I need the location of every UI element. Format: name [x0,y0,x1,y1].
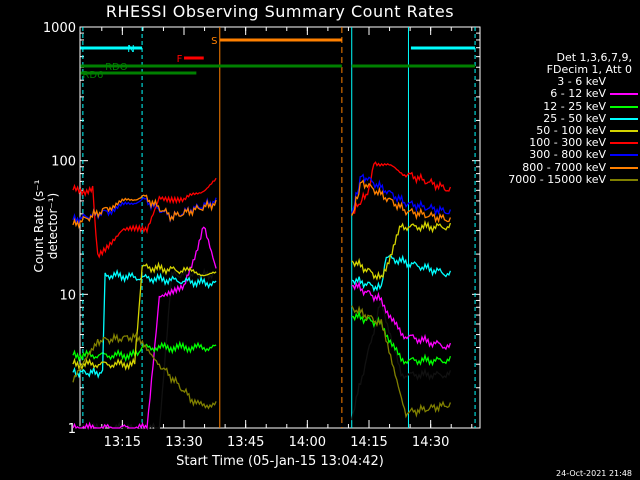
series-line-3 [351,254,452,293]
legend-swatch [610,178,638,181]
flag-label-n: N [127,44,134,55]
y-tick-label: 100 [51,155,76,170]
y-tick-label: 1000 [43,21,76,36]
flag-label-s: S [211,36,217,47]
legend-swatch [610,154,638,157]
series-line-7 [351,179,452,224]
legend-swatch [610,117,638,120]
series-line-4 [72,261,217,372]
legend-entry: 6 - 12 keV [484,88,638,100]
series-line-8 [351,305,452,419]
legend-label: 25 - 50 keV [543,111,606,125]
legend-label: 7000 - 15000 keV [508,172,606,186]
x-tick-label: 14:00 [289,435,326,450]
legend-swatch [610,81,638,84]
legend-swatch [610,130,638,133]
legend-entry: 7000 - 15000 keV [484,172,638,186]
plot-frame [79,26,481,429]
legend-entry: 3 - 6 keV [484,76,638,88]
legend-entry: 12 - 25 keV [484,99,638,113]
y-tick-label: 1 [68,422,76,437]
flag-label-rdo: RDO [105,62,128,73]
x-tick-label: 13:30 [165,435,202,450]
x-tick-label: 14:15 [350,435,387,450]
legend-swatch [610,105,638,108]
footer-timestamp: 24-Oct-2021 21:48 [556,469,632,478]
x-tick-label: 13:45 [227,435,264,450]
legend-label: 300 - 800 keV [529,148,606,162]
series-line-6 [351,173,452,217]
series-line-5 [351,161,452,215]
series-line-3 [72,268,217,379]
legend-header-line-1: Det 1,3,6,7,9, [556,51,632,64]
series-line-1 [72,226,217,430]
legend-label: 12 - 25 keV [543,99,606,113]
legend-label: 800 - 7000 keV [522,160,606,174]
legend-entry: 50 - 100 keV [484,123,638,137]
y-tick-label: 10 [59,288,76,303]
series-line-0 [351,298,452,421]
series-line-8 [72,332,217,410]
legend-header-line-2: FDecim 1, Att 0 [546,63,632,77]
series-line-1 [351,280,452,351]
legend-label: 6 - 12 keV [550,87,606,101]
legend-swatch [610,166,638,169]
x-tick-label: 14:30 [412,435,449,450]
legend-label: 3 - 6 keV [557,75,606,89]
legend: Det 1,3,6,7,9, FDecim 1, Att 0 3 - 6 keV… [484,51,638,186]
legend-swatch [610,93,638,96]
x-tick-label: 13:15 [104,435,141,450]
legend-entry: 100 - 300 keV [484,137,638,149]
legend-label: 100 - 300 keV [529,136,606,150]
series-line-4 [351,219,452,281]
series-line-2 [351,309,452,367]
series-line-2 [72,340,217,363]
y-axis-label: Count Rate (s⁻¹ detector⁻¹) [32,179,60,273]
flag-label-f: F [177,54,183,65]
series-line-0 [72,267,217,430]
legend-entry: 25 - 50 keV [484,111,638,125]
x-axis-label: Start Time (05-Jan-15 13:04:42) [176,454,384,469]
flag-label-rd6: RD6 [82,70,103,81]
legend-swatch [610,142,638,145]
series-line-7 [72,194,217,230]
chart-title: RHESSI Observing Summary Count Rates [105,2,455,21]
legend-label: 50 - 100 keV [536,123,606,137]
legend-entry: 800 - 7000 keV [484,160,638,174]
legend-entry: 300 - 800 keV [484,149,638,161]
series-line-5 [72,177,217,259]
